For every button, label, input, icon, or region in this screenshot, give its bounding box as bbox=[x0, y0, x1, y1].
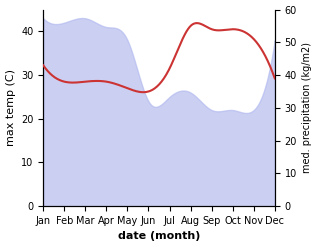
Y-axis label: med. precipitation (kg/m2): med. precipitation (kg/m2) bbox=[302, 42, 313, 173]
Y-axis label: max temp (C): max temp (C) bbox=[5, 69, 16, 146]
X-axis label: date (month): date (month) bbox=[118, 231, 200, 242]
